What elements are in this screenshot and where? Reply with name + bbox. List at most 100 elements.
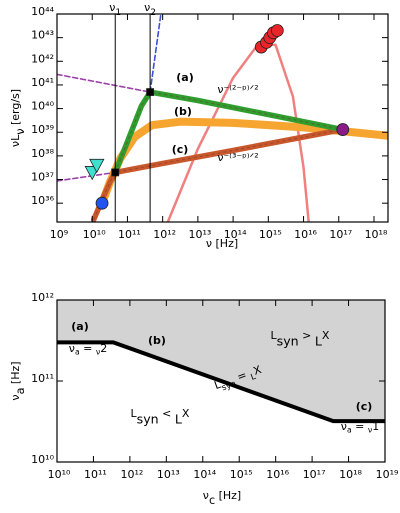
text-part: < — [159, 407, 175, 420]
text-part: L — [131, 407, 138, 420]
x-tick-label: 10¹⁷ — [303, 468, 326, 481]
y-tick-label: 10³⁸ — [31, 147, 54, 160]
y-tick-label: 10³⁹ — [31, 123, 54, 136]
text-part: L — [175, 411, 182, 426]
text-part: X — [182, 407, 190, 420]
line — [57, 171, 117, 182]
frame — [56, 13, 389, 223]
x-tick-label: 10¹⁶ — [266, 468, 289, 481]
text-part: ν — [144, 1, 150, 14]
text-part: 2 — [100, 342, 107, 355]
text-part: X — [252, 363, 264, 378]
line — [57, 340, 385, 424]
text-part: L — [212, 377, 223, 392]
x-tick-label: 10¹⁴ — [224, 228, 247, 241]
x-tick-label: 10¹² — [120, 468, 143, 481]
text-part: > — [299, 329, 315, 342]
annotation: ν⁻⁽³⁻ᵖ⁾ᐟ² — [217, 151, 258, 164]
x-tick-label: 10⁹ — [50, 228, 68, 241]
y-tick-label: 10⁴¹ — [31, 76, 54, 89]
plot-area — [57, 14, 388, 222]
text-part: = — [352, 420, 368, 433]
x-axis-label: νc [Hz] — [203, 489, 241, 507]
annotation: νa = ν1 — [341, 420, 379, 434]
x-tick-label: 10¹⁸ — [339, 468, 362, 481]
x-tick-label: 10¹⁰ — [48, 468, 71, 481]
vline-label: ν1 — [109, 1, 121, 17]
text-part: a — [75, 347, 80, 356]
x-tick-label: 10¹⁴ — [193, 468, 216, 481]
y-tick-label: 10⁴⁴ — [31, 5, 54, 18]
annotation: Lsyn > LX — [271, 329, 330, 348]
annotation: ν⁻⁽²⁻ᵖ⁾ᐟ² — [217, 83, 258, 96]
annotation: (a) — [71, 320, 88, 333]
text-part: ν — [96, 347, 100, 356]
text-part: a — [14, 388, 27, 395]
y-tick-label: 10⁴⁰ — [31, 100, 54, 113]
y-tick-label: 10¹¹ — [31, 372, 54, 385]
y-tick-label: 10¹² — [31, 291, 54, 304]
plot-area — [57, 300, 385, 424]
text-part: syn — [220, 378, 237, 392]
x-tick-label: 10¹⁵ — [230, 468, 253, 481]
x-tick-label: 10¹⁷ — [329, 228, 352, 241]
y-tick-label: 10⁴² — [31, 52, 54, 65]
y-tick-label: 10³⁶ — [31, 194, 54, 207]
line — [149, 14, 162, 93]
series-label: (a) — [176, 71, 193, 84]
region-fill — [57, 300, 385, 422]
text-part: [Hz] — [9, 361, 22, 387]
x-tick-label: 10¹³ — [188, 228, 211, 241]
text-part: [erg/s] — [9, 89, 22, 129]
series-label: (c) — [172, 143, 189, 156]
text-part: = — [80, 342, 96, 355]
x-tick-label: 10¹¹ — [84, 468, 107, 481]
text-part: = — [232, 367, 252, 385]
x-tick-label: 10¹³ — [157, 468, 180, 481]
x-axis-label: ν [Hz] — [206, 237, 238, 250]
text-part: L — [315, 333, 322, 348]
text-part: ν — [109, 1, 115, 14]
text-part: ν — [69, 342, 75, 355]
text-part: νL — [9, 134, 22, 147]
x-tick-label: 10¹⁹ — [376, 468, 399, 481]
marker — [336, 123, 350, 136]
x-tick-label: 10¹² — [153, 228, 176, 241]
x-tick-label: 10¹¹ — [118, 228, 141, 241]
text-part: 2 — [150, 7, 156, 17]
text-part: [Hz] — [215, 489, 241, 502]
x-tick-label: 10¹⁸ — [365, 228, 388, 241]
x-tick-label: 10¹⁵ — [259, 228, 282, 241]
text-part: L — [271, 329, 278, 342]
text-part: ν — [203, 489, 209, 502]
text-part: syn — [137, 411, 159, 426]
annotation: Lsyn < LX — [131, 407, 190, 426]
text-part: c — [209, 494, 215, 507]
text-part: L — [249, 370, 257, 381]
y-tick-label: 10³⁷ — [31, 171, 54, 184]
y-axis-label: νLν [erg/s] — [9, 89, 27, 147]
annotation: νa = ν2 — [69, 342, 107, 356]
text-part: 1 — [372, 420, 379, 433]
text-part: X — [322, 329, 330, 342]
vline-label: ν2 — [144, 1, 156, 17]
annotation: (c) — [356, 400, 373, 413]
marker — [89, 158, 105, 174]
text-part: syn — [277, 333, 299, 348]
annotation: (b) — [148, 334, 166, 347]
text-part: ν — [368, 425, 372, 434]
text-part: a — [347, 425, 352, 434]
y-tick-label: 10⁴³ — [31, 29, 54, 42]
text-part: ν — [9, 394, 22, 400]
y-axis-label: νa [Hz] — [9, 361, 27, 400]
marker — [95, 196, 109, 210]
x-tick-label: 10¹⁶ — [294, 228, 317, 241]
annotation: Lsyn = LX — [212, 363, 264, 394]
text-part: ν — [14, 129, 27, 135]
series-label: (b) — [174, 105, 192, 118]
marker — [270, 24, 284, 37]
line — [57, 73, 151, 93]
text-part: 1 — [115, 7, 121, 17]
y-tick-label: 10¹⁰ — [31, 453, 54, 466]
